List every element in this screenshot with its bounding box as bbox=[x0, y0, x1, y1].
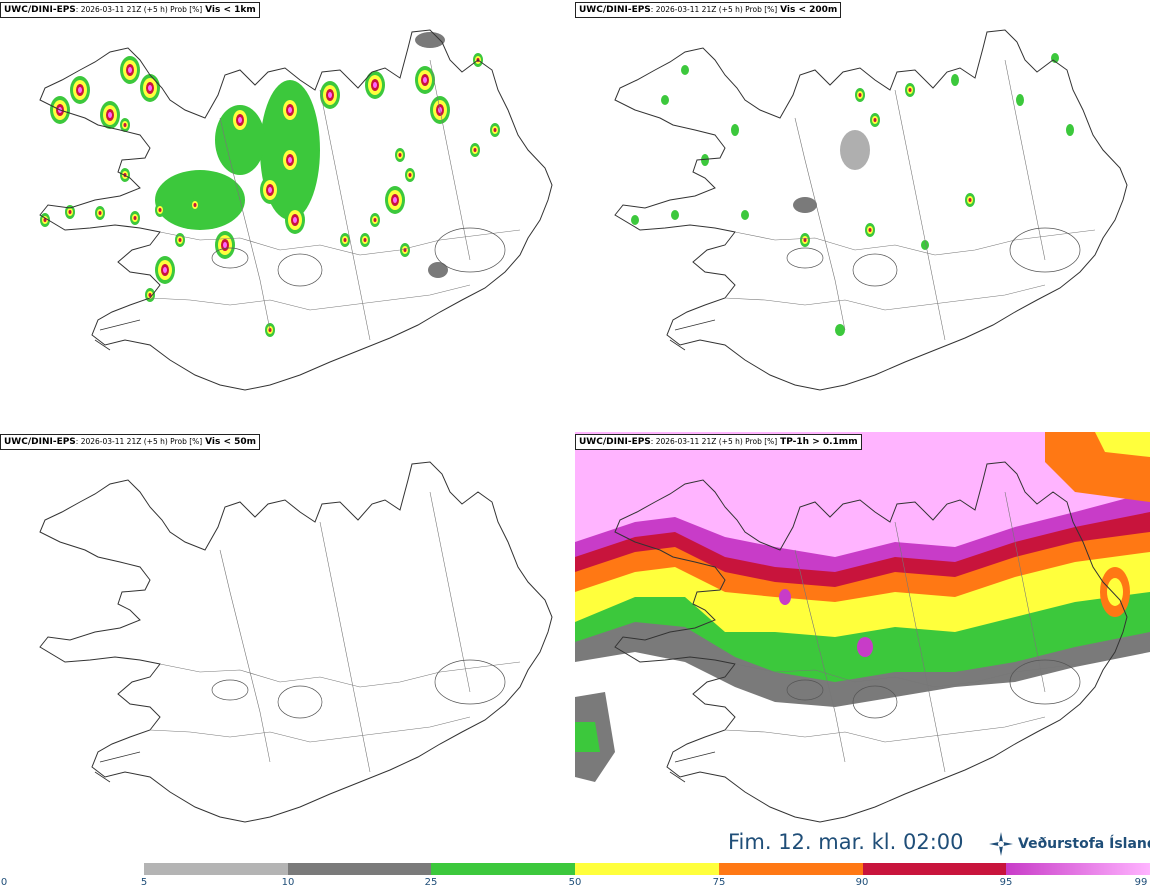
probability-field bbox=[40, 32, 500, 337]
map-panel-vis-200m: UWC/DINI-EPS: 2026-03-11 21Z (+5 h) Prob… bbox=[575, 0, 1150, 432]
colorbar bbox=[144, 863, 1150, 875]
colorbar-segment bbox=[1006, 863, 1150, 875]
valid-time: Fim. 12. mar. kl. 02:00 bbox=[728, 830, 964, 854]
colorbar-segment bbox=[718, 863, 863, 875]
colorbar-tick: 99 bbox=[1134, 877, 1148, 888]
probability-field bbox=[631, 53, 1074, 336]
probability-field bbox=[575, 432, 1150, 864]
colorbar-segment bbox=[575, 863, 719, 875]
map-panel-vis-50m: UWC/DINI-EPS: 2026-03-11 21Z (+5 h) Prob… bbox=[0, 432, 575, 864]
precip-map bbox=[575, 432, 1150, 864]
colorbar-tick: 75 bbox=[712, 877, 726, 888]
vedurstofa-logo-icon bbox=[989, 832, 1013, 856]
colorbar-tick: 10 bbox=[281, 877, 295, 888]
colorbar-segment bbox=[431, 863, 576, 875]
colorbar-tick: 0 bbox=[0, 877, 8, 888]
colorbar-tick: 5 bbox=[140, 877, 148, 888]
colorbar-segment bbox=[144, 863, 288, 875]
colorbar-tick: 25 bbox=[424, 877, 438, 888]
colorbar-tick: 50 bbox=[568, 877, 582, 888]
vis-50m-map bbox=[39, 461, 553, 823]
colorbar-tick: 95 bbox=[999, 877, 1013, 888]
vedurstofa-logo: Veðurstofa Íslands bbox=[988, 831, 1150, 857]
panel-title: UWC/DINI-EPS: 2026-03-11 21Z (+5 h) Prob… bbox=[0, 434, 261, 450]
coastline bbox=[614, 29, 1128, 391]
colorbar-segment bbox=[862, 863, 1007, 875]
colorbar-tick: 90 bbox=[855, 877, 869, 888]
panel-title: UWC/DINI-EPS: 2026-03-11 21Z (+5 h) Prob… bbox=[575, 2, 842, 18]
coastline bbox=[39, 461, 553, 823]
vis-200m-map bbox=[614, 29, 1128, 391]
vis-1km-map bbox=[39, 29, 553, 391]
panel-title: UWC/DINI-EPS: 2026-03-11 21Z (+5 h) Prob… bbox=[575, 434, 862, 450]
colorbar-segment bbox=[287, 863, 432, 875]
map-panel-vis-1km: UWC/DINI-EPS: 2026-03-11 21Z (+5 h) Prob… bbox=[0, 0, 575, 432]
panel-title: UWC/DINI-EPS: 2026-03-11 21Z (+5 h) Prob… bbox=[0, 2, 260, 18]
logo-text: Veðurstofa Íslands bbox=[1018, 836, 1150, 852]
map-panel-precip: UWC/DINI-EPS: 2026-03-11 21Z (+5 h) Prob… bbox=[575, 432, 1150, 864]
